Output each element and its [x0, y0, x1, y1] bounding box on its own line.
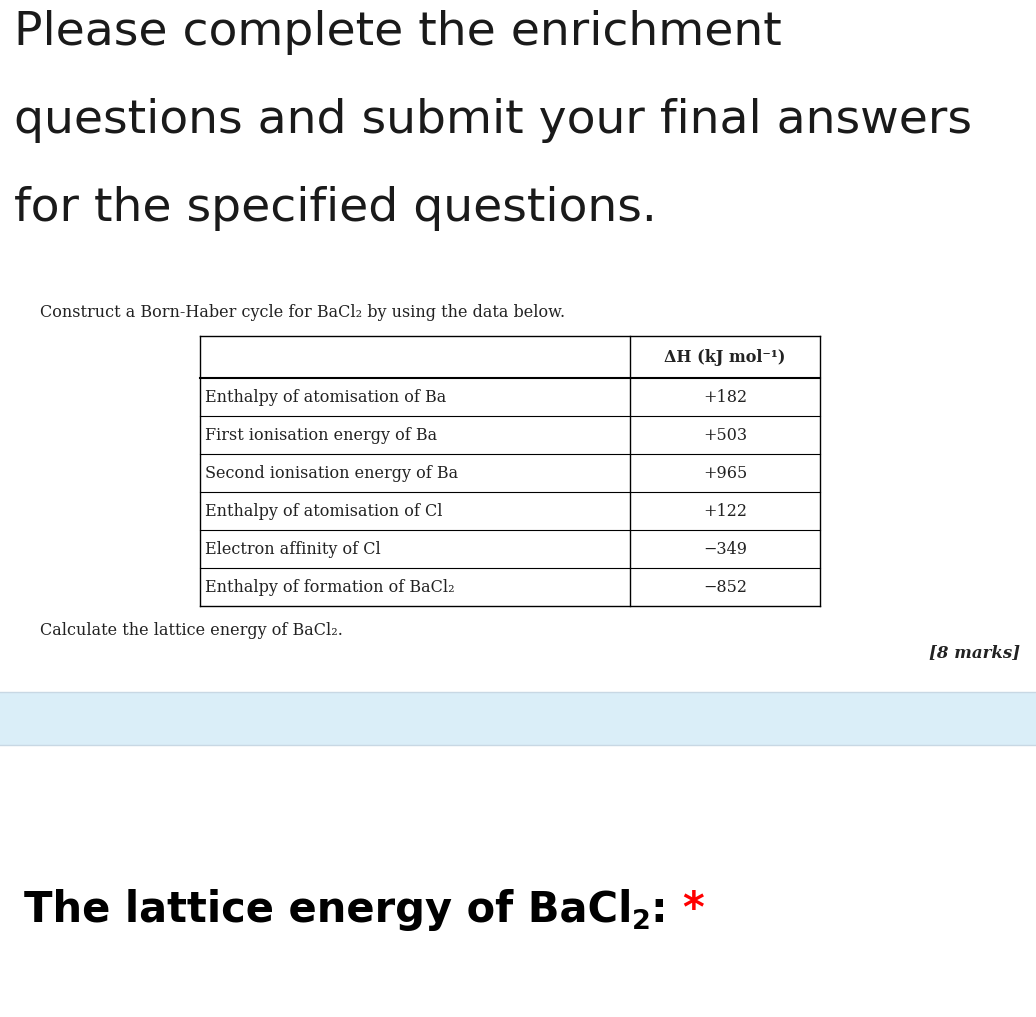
Text: −349: −349 [703, 540, 747, 557]
Text: Please complete the enrichment: Please complete the enrichment [15, 10, 782, 55]
Text: Enthalpy of atomisation of Cl: Enthalpy of atomisation of Cl [205, 502, 442, 520]
Text: questions and submit your final answers: questions and submit your final answers [15, 98, 972, 143]
Text: The lattice energy of BaCl: The lattice energy of BaCl [24, 889, 632, 931]
Text: First ionisation energy of Ba: First ionisation energy of Ba [205, 426, 437, 443]
Text: −852: −852 [703, 579, 747, 596]
Text: Second ionisation energy of Ba: Second ionisation energy of Ba [205, 465, 458, 481]
Text: Enthalpy of atomisation of Ba: Enthalpy of atomisation of Ba [205, 388, 447, 406]
Text: +965: +965 [702, 465, 747, 481]
Text: *: * [683, 889, 704, 931]
Text: Calculate the lattice energy of BaCl₂.: Calculate the lattice energy of BaCl₂. [40, 622, 343, 639]
Text: +182: +182 [703, 388, 747, 406]
Text: for the specified questions.: for the specified questions. [15, 186, 657, 231]
Text: :: : [652, 889, 683, 931]
Text: Electron affinity of Cl: Electron affinity of Cl [205, 540, 381, 557]
Text: Construct a Born-Haber cycle for BaCl₂ by using the data below.: Construct a Born-Haber cycle for BaCl₂ b… [40, 304, 565, 321]
Text: +503: +503 [703, 426, 747, 443]
Text: 2: 2 [632, 909, 652, 935]
Text: Enthalpy of formation of BaCl₂: Enthalpy of formation of BaCl₂ [205, 579, 455, 596]
Text: [8 marks]: [8 marks] [929, 644, 1020, 661]
Bar [0, 692, 1036, 745]
Text: +122: +122 [703, 502, 747, 520]
Text: ΔH (kJ mol⁻¹): ΔH (kJ mol⁻¹) [664, 349, 785, 365]
